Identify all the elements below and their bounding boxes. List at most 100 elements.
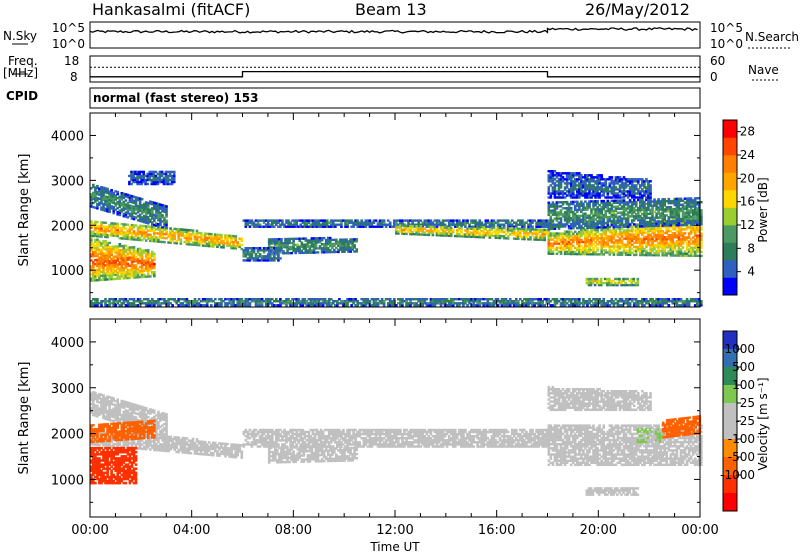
data-cell <box>641 251 644 255</box>
data-cell <box>124 304 128 307</box>
data-cell <box>173 227 177 231</box>
data-cell <box>429 219 433 222</box>
data-cell <box>154 182 158 186</box>
data-cell <box>302 247 306 250</box>
data-cell <box>567 213 571 216</box>
data-cell <box>341 248 344 252</box>
data-cell <box>146 225 150 228</box>
data-cell <box>162 180 166 184</box>
data-cell <box>567 244 571 248</box>
data-cell <box>553 248 557 251</box>
data-cell <box>647 188 650 191</box>
data-cell <box>639 210 642 214</box>
data-cell <box>618 194 622 197</box>
data-cell <box>634 237 638 241</box>
data-cell <box>308 239 312 242</box>
data-cell <box>132 254 136 257</box>
data-cell <box>277 247 280 250</box>
data-cell <box>645 241 648 245</box>
data-cell <box>203 232 207 235</box>
data-cell <box>339 246 342 250</box>
data-cell <box>403 228 406 231</box>
data-cell <box>604 213 608 217</box>
data-cell <box>594 200 597 203</box>
data-cell <box>156 182 160 186</box>
data-cell <box>657 198 660 201</box>
data-cell <box>531 225 534 228</box>
data-cell <box>441 221 445 224</box>
data-cell <box>456 219 459 222</box>
data-cell <box>695 211 699 214</box>
data-cell <box>124 274 128 278</box>
data-cell <box>197 231 201 235</box>
data-cell <box>628 251 632 255</box>
data-cell <box>304 239 308 242</box>
data-cell <box>132 172 135 176</box>
data-cell <box>244 249 248 252</box>
data-cell <box>604 231 608 234</box>
data-cell <box>569 230 573 233</box>
data-cell <box>122 246 126 250</box>
data-cell <box>598 192 601 195</box>
data-cell <box>397 219 400 222</box>
data-cell <box>606 239 610 242</box>
data-cell <box>565 230 569 233</box>
data-cell <box>559 184 563 187</box>
data-cell <box>630 227 634 230</box>
data-cell <box>153 227 156 231</box>
data-cell <box>647 227 650 231</box>
data-cell <box>622 283 625 287</box>
data-cell <box>152 172 156 176</box>
data-cell <box>618 215 622 218</box>
data-cell <box>596 239 599 242</box>
data-cell <box>641 196 644 199</box>
data-cell <box>622 205 626 208</box>
data-cell <box>569 178 573 181</box>
data-cell <box>655 224 658 228</box>
data-cell <box>620 184 624 187</box>
data-cell <box>443 226 447 229</box>
data-cell <box>590 208 593 211</box>
data-cell <box>193 243 197 247</box>
data-cell <box>549 205 553 208</box>
data-cell <box>614 229 618 232</box>
data-cell <box>96 224 99 228</box>
data-cell <box>92 271 95 274</box>
data-cell <box>110 302 113 305</box>
data-cell <box>144 263 148 266</box>
data-cell <box>632 279 636 283</box>
data-cell <box>144 225 148 228</box>
data-cell <box>90 195 93 198</box>
data-cell <box>374 219 378 222</box>
data-cell <box>523 235 526 239</box>
data-cell <box>126 201 130 205</box>
data-cell <box>561 238 565 241</box>
data-cell <box>641 249 644 253</box>
data-cell <box>671 252 675 255</box>
data-cell <box>144 201 148 204</box>
data-cell <box>608 196 612 199</box>
data-cell <box>626 241 630 244</box>
data-cell <box>314 251 318 254</box>
data-cell <box>305 219 309 222</box>
data-cell <box>559 182 563 185</box>
data-cell <box>352 225 355 228</box>
data-cell <box>144 219 148 222</box>
data-cell <box>185 228 189 232</box>
data-cell <box>150 178 154 182</box>
data-cell <box>480 225 484 229</box>
data-cell <box>586 220 589 223</box>
data-cell <box>102 240 105 243</box>
data-cell <box>90 253 93 256</box>
data-cell <box>614 245 618 248</box>
data-cell <box>677 244 681 247</box>
data-cell <box>315 223 319 226</box>
data-cell <box>122 200 126 204</box>
data-cell <box>698 236 701 239</box>
data-cell <box>596 235 599 238</box>
data-cell <box>620 180 624 183</box>
data-cell <box>551 250 555 253</box>
data-cell <box>132 232 136 235</box>
data-cell <box>347 250 350 253</box>
data-cell <box>165 213 168 216</box>
